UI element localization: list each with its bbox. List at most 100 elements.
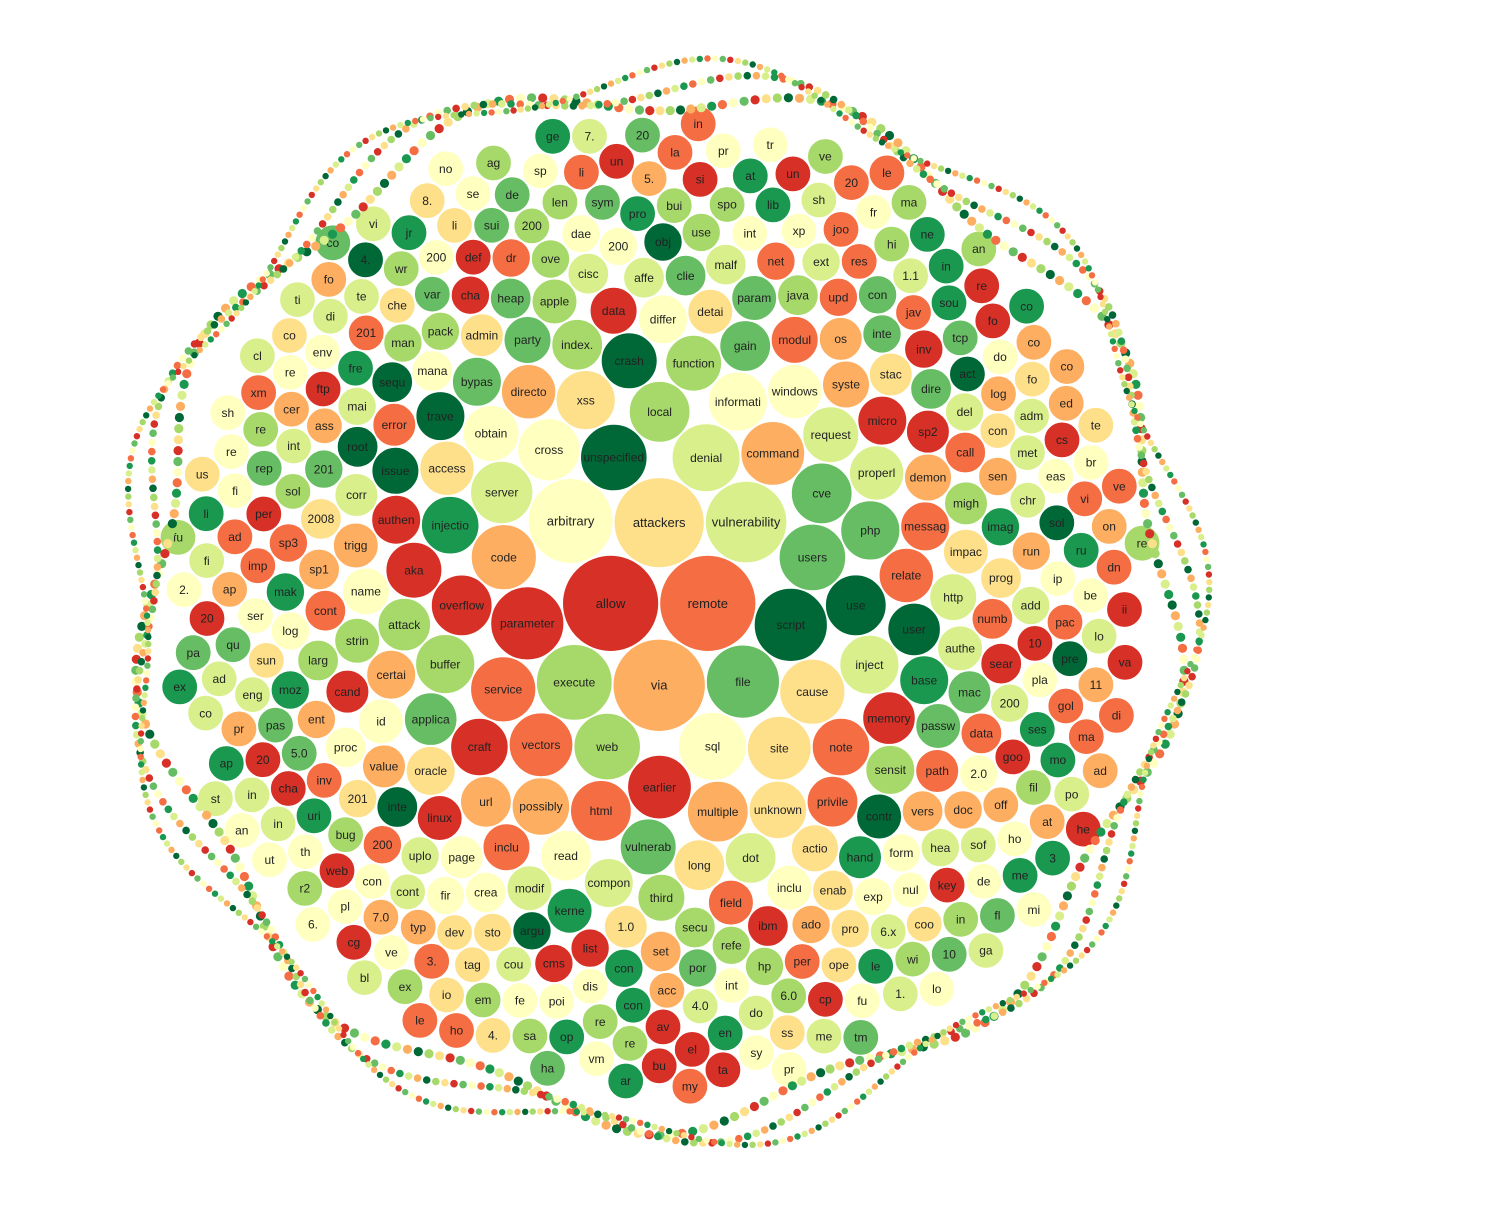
- bubble-circle[interactable]: [637, 294, 689, 345]
- bubble[interactable]: off: [982, 786, 1020, 824]
- bubble-circle[interactable]: [386, 968, 424, 1006]
- bubble[interactable]: upd: [818, 277, 859, 318]
- bubble[interactable]: local: [628, 380, 691, 443]
- bubble-circle[interactable]: [746, 715, 812, 781]
- bubble-circle[interactable]: [527, 477, 614, 565]
- bubble[interactable]: 7.: [570, 117, 609, 155]
- bubble[interactable]: imag: [980, 506, 1021, 547]
- bubble-circle[interactable]: [569, 779, 633, 843]
- bubble-circle[interactable]: [704, 132, 742, 170]
- bubble-circle[interactable]: [905, 905, 943, 943]
- bubble[interactable]: co: [1007, 287, 1046, 325]
- bubble[interactable]: in: [679, 105, 717, 143]
- bubble-circle[interactable]: [611, 1024, 649, 1062]
- bubble-circle[interactable]: [546, 887, 593, 934]
- bubble-circle[interactable]: [430, 574, 493, 637]
- bubble[interactable]: dae: [561, 213, 601, 254]
- bubble-circle[interactable]: [790, 824, 840, 873]
- bubble[interactable]: vulnerab: [619, 818, 677, 876]
- bubble-circle[interactable]: [513, 207, 551, 245]
- bubble-circle[interactable]: [382, 250, 420, 288]
- bubble[interactable]: earlier: [626, 754, 693, 820]
- bubble[interactable]: windows: [766, 363, 823, 420]
- bubble[interactable]: vulnerability: [704, 480, 788, 564]
- bubble-circle[interactable]: [857, 274, 898, 315]
- bubble[interactable]: ne: [908, 215, 946, 253]
- bubble-circle[interactable]: [1077, 406, 1115, 444]
- bubble-circle[interactable]: [346, 241, 385, 279]
- bubble-circle[interactable]: [303, 449, 344, 490]
- bubble[interactable]: do: [737, 994, 775, 1032]
- bubble-circle[interactable]: [853, 876, 893, 917]
- bubble[interactable]: pr: [220, 710, 258, 748]
- bubble-circle[interactable]: [417, 238, 455, 277]
- bubble-circle[interactable]: [618, 195, 657, 233]
- bubble[interactable]: authe: [936, 625, 984, 672]
- bubble[interactable]: doc: [943, 790, 983, 830]
- bubble-circle[interactable]: [681, 212, 722, 253]
- bubble[interactable]: mo: [1039, 741, 1077, 779]
- bubble-circle[interactable]: [207, 744, 245, 783]
- bubble-circle[interactable]: [770, 315, 819, 365]
- bubble-circle[interactable]: [903, 453, 953, 502]
- bubble[interactable]: pla: [1021, 661, 1059, 699]
- bubble-circle[interactable]: [512, 910, 552, 951]
- bubble[interactable]: hp: [744, 946, 785, 987]
- bubble-circle[interactable]: [469, 655, 537, 723]
- bubble[interactable]: spo: [708, 185, 746, 224]
- bubble[interactable]: ass: [305, 407, 343, 445]
- bubble-circle[interactable]: [711, 925, 752, 966]
- bubble[interactable]: ap: [211, 570, 249, 609]
- bubble[interactable]: ve: [1100, 467, 1138, 505]
- bubble[interactable]: path: [915, 748, 960, 794]
- bubble[interactable]: detai: [687, 288, 734, 335]
- bubble[interactable]: co: [270, 316, 309, 355]
- bubble[interactable]: sof: [959, 826, 997, 864]
- bubble-circle[interactable]: [489, 586, 565, 661]
- bubble-circle[interactable]: [583, 857, 635, 909]
- bubble-circle[interactable]: [908, 215, 946, 253]
- bubble[interactable]: form: [881, 833, 922, 873]
- bubble-circle[interactable]: [531, 278, 578, 325]
- bubble-circle[interactable]: [1067, 717, 1105, 756]
- bubble[interactable]: injectio: [420, 495, 480, 555]
- bubble-circle[interactable]: [286, 869, 324, 908]
- bubble-circle[interactable]: [493, 176, 531, 214]
- bubble[interactable]: con: [857, 274, 898, 315]
- bubble[interactable]: 1.0: [603, 904, 649, 949]
- bubble[interactable]: ad: [1081, 752, 1119, 790]
- bubble[interactable]: code: [470, 523, 538, 591]
- bubble-circle[interactable]: [247, 641, 285, 680]
- bubble-circle[interactable]: [324, 726, 367, 769]
- bubble-circle[interactable]: [500, 363, 557, 420]
- bubble[interactable]: sou: [930, 284, 968, 322]
- bubble-circle[interactable]: [673, 906, 717, 949]
- bubble[interactable]: ex: [386, 968, 424, 1006]
- bubble-circle[interactable]: [270, 316, 309, 355]
- bubble[interactable]: corr: [334, 472, 379, 518]
- bubble[interactable]: via: [612, 638, 707, 733]
- bubble[interactable]: proc: [324, 726, 367, 769]
- bubble-circle[interactable]: [336, 349, 375, 387]
- bubble[interactable]: un: [597, 142, 636, 180]
- bubble[interactable]: in: [942, 900, 980, 938]
- bubble-circle[interactable]: [942, 528, 990, 576]
- bubble-circle[interactable]: [270, 611, 311, 651]
- bubble-circle[interactable]: [196, 780, 234, 818]
- bubble-circle[interactable]: [187, 694, 225, 732]
- bubble[interactable]: memory: [861, 691, 916, 746]
- bubble-circle[interactable]: [385, 541, 443, 599]
- bubble-circle[interactable]: [297, 639, 340, 682]
- bubble-circle[interactable]: [948, 355, 987, 393]
- bubble-circle[interactable]: [555, 369, 617, 431]
- bubble[interactable]: cross: [517, 417, 581, 482]
- bubble-circle[interactable]: [342, 277, 381, 315]
- bubble-circle[interactable]: [878, 547, 935, 604]
- bubble[interactable]: log: [979, 375, 1018, 413]
- bubble[interactable]: 10: [1016, 624, 1054, 663]
- bubble-circle[interactable]: [1090, 507, 1128, 546]
- bubble-circle[interactable]: [573, 712, 642, 781]
- bubble-circle[interactable]: [1062, 531, 1100, 569]
- bubble-circle[interactable]: [472, 912, 513, 953]
- bubble-circle[interactable]: [561, 554, 660, 653]
